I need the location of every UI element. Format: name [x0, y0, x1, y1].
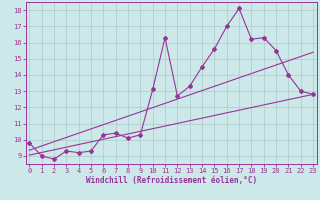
- X-axis label: Windchill (Refroidissement éolien,°C): Windchill (Refroidissement éolien,°C): [86, 176, 257, 185]
